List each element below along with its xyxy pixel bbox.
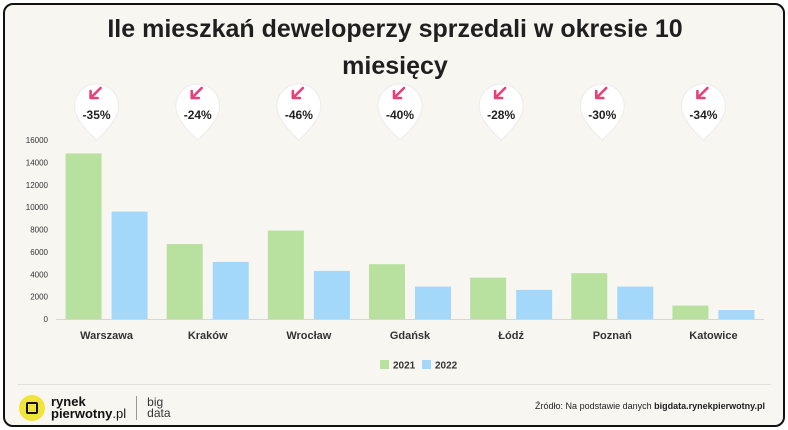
x-tick-label: Łódź	[498, 330, 524, 342]
source-prefix: Źródło: Na podstawie danych	[535, 401, 652, 411]
y-tick-label: 2000	[30, 293, 48, 302]
bar-2021	[369, 264, 405, 319]
footer-divider	[17, 384, 771, 385]
y-tick-label: 10000	[26, 203, 49, 212]
x-tick-label: Warszawa	[80, 330, 134, 342]
change-label: -24%	[184, 108, 212, 122]
arrow-down-left-icon	[291, 86, 305, 100]
change-badge: -30%	[579, 83, 625, 141]
y-tick-label: 16000	[26, 136, 49, 145]
change-label: -30%	[588, 108, 616, 122]
badge-pin-shape	[478, 83, 524, 141]
logo-line2: pierwotny.pl	[51, 406, 127, 421]
bar-2022	[313, 270, 350, 319]
badge-pin-shape	[377, 83, 423, 141]
change-label: -28%	[487, 108, 515, 122]
arrow-down-left-icon	[696, 86, 709, 100]
x-tick-label: Gdańsk	[390, 330, 431, 342]
logo-divider	[136, 396, 138, 420]
chart-title-line2: miesięcy	[342, 52, 448, 80]
badge-pin-shape	[579, 83, 625, 141]
logo-line2-bold: pierwotny	[51, 406, 113, 421]
bar-2022	[516, 289, 553, 319]
change-badge: -46%	[276, 83, 322, 141]
x-tick-label: Poznań	[593, 330, 632, 342]
bigdata-line1: big	[147, 395, 164, 409]
bar-2021	[65, 153, 102, 319]
arrow-down-left-icon	[89, 86, 102, 100]
bar-2022	[212, 261, 249, 319]
bigdata-logo: big data	[147, 395, 171, 420]
y-tick-label: 12000	[26, 181, 49, 190]
arrow-down-left-icon	[594, 86, 608, 100]
badge-pin-shape	[680, 83, 726, 141]
source-note: Źródło: Na podstawie danych bigdata.ryne…	[535, 401, 765, 411]
badge-pin-shape	[74, 83, 120, 141]
bigdata-line2: data	[147, 406, 171, 420]
badge-pin-shape	[276, 83, 322, 141]
y-tick-label: 8000	[30, 226, 48, 235]
legend-label: 2022	[435, 361, 458, 372]
change-badge: -24%	[175, 83, 221, 141]
change-label: -40%	[386, 108, 414, 122]
y-tick-label: 0	[44, 315, 49, 324]
chart-title: Ile mieszkań deweloperzy sprzedali w okr…	[85, 11, 705, 85]
bar-2021	[672, 305, 709, 319]
rynekpierwotny-logo: rynek pierwotny.pl big data	[19, 393, 171, 423]
x-tick-label: Katowice	[689, 330, 737, 342]
rynekpierwotny-logo-icon	[19, 395, 45, 421]
x-tick-label: Wrocław	[286, 330, 331, 342]
legend-swatch-2021	[380, 360, 389, 369]
legend-swatch-2022	[422, 360, 431, 369]
change-badge: -40%	[377, 83, 423, 141]
source-link: bigdata.rynekpierwotny.pl	[654, 401, 765, 411]
logo-line2-light: .pl	[112, 406, 127, 421]
badge-pin-shape	[175, 83, 221, 141]
logo-wordmark: rynek pierwotny.pl	[51, 394, 127, 421]
bar-2022	[617, 286, 654, 319]
change-label: -46%	[285, 108, 313, 122]
change-badge: -35%	[74, 83, 120, 141]
arrow-down-left-icon	[392, 86, 406, 100]
x-tick-label: Kraków	[188, 330, 228, 342]
legend-label: 2021	[393, 361, 416, 372]
y-tick-label: 6000	[30, 248, 48, 257]
chart-title-line1: Ile mieszkań deweloperzy sprzedali w okr…	[107, 15, 683, 43]
bar-2022	[718, 310, 755, 319]
bar-2021	[470, 277, 507, 319]
change-label: -34%	[689, 108, 717, 122]
arrow-down-left-icon	[190, 86, 204, 100]
change-badge: -34%	[680, 83, 726, 141]
bar-2021	[267, 230, 304, 319]
change-badge: -28%	[478, 83, 524, 141]
logo-line1: rynek	[51, 394, 86, 409]
bar-2022	[111, 211, 148, 319]
bar-2021	[166, 244, 203, 319]
change-label: -35%	[83, 108, 111, 122]
y-tick-label: 14000	[26, 158, 49, 167]
y-tick-label: 4000	[30, 270, 48, 279]
bar-2022	[415, 286, 451, 319]
bar-2021	[571, 273, 608, 319]
arrow-down-left-icon	[493, 86, 507, 100]
